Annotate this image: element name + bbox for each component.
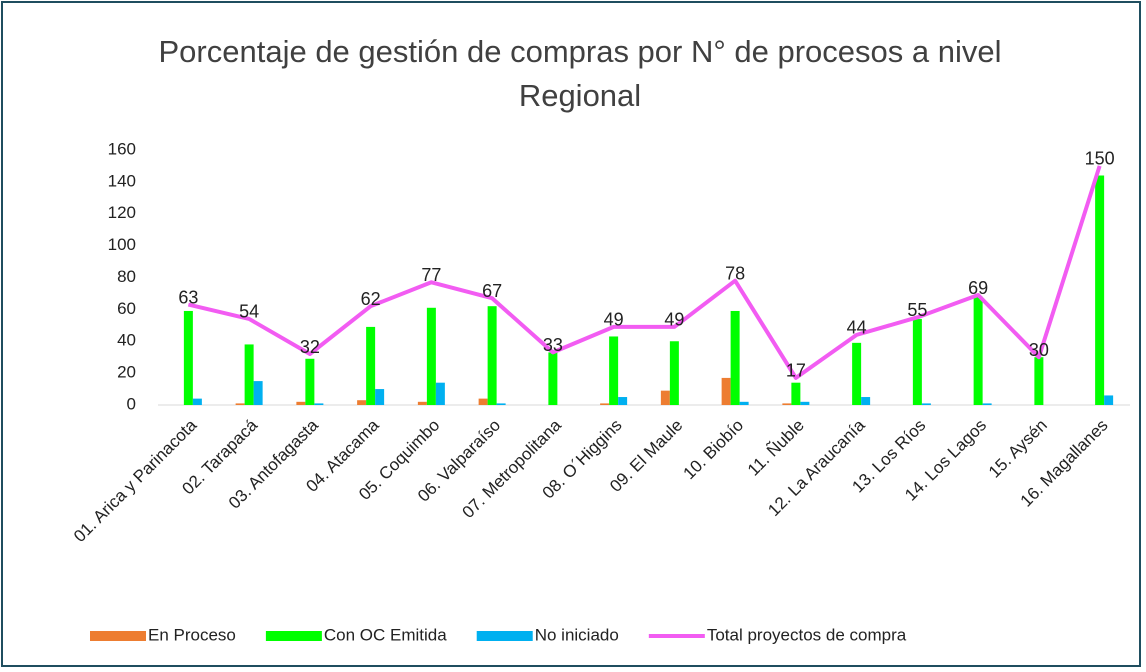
- bar: [305, 358, 315, 405]
- legend-label: En Proceso: [148, 625, 236, 644]
- bar: [618, 397, 628, 405]
- data-label: 78: [725, 263, 745, 283]
- data-label: 32: [300, 337, 320, 357]
- data-label: 44: [847, 318, 867, 338]
- legend-label: No iniciado: [535, 625, 619, 644]
- legend-swatch: [265, 631, 322, 641]
- data-label: 49: [604, 310, 624, 330]
- bar: [660, 390, 670, 405]
- x-tick-label: 10. Biobío: [680, 416, 748, 484]
- bar: [982, 403, 992, 405]
- data-label: 62: [361, 289, 381, 309]
- data-label: 150: [1085, 149, 1115, 169]
- legend-label: Con OC Emitida: [324, 625, 447, 644]
- bar: [1104, 395, 1114, 405]
- bar: [183, 310, 193, 405]
- y-tick-label: 120: [108, 203, 136, 222]
- data-label: 69: [968, 278, 988, 298]
- y-tick-label: 60: [117, 299, 136, 318]
- x-tick-label: 01. Arica y Parinacota: [70, 415, 201, 546]
- bar: [609, 336, 619, 405]
- y-tick-label: 100: [108, 235, 136, 254]
- data-label: 54: [239, 302, 259, 322]
- bar: [912, 318, 922, 405]
- bar: [800, 401, 810, 405]
- data-label: 55: [907, 300, 927, 320]
- bar: [235, 403, 245, 405]
- bar: [721, 377, 731, 405]
- bar: [921, 403, 931, 405]
- bar: [861, 397, 871, 405]
- bar: [478, 398, 488, 405]
- bar: [375, 389, 385, 405]
- data-label: 33: [543, 335, 563, 355]
- data-label: 17: [786, 361, 806, 381]
- bar: [739, 401, 749, 405]
- bar: [730, 310, 740, 405]
- bar: [253, 381, 263, 405]
- bar: [600, 403, 610, 405]
- bar: [1095, 175, 1105, 405]
- bar: [357, 400, 367, 405]
- bar: [669, 341, 679, 405]
- chart-title: Porcentaje de gestión de compras por N° …: [158, 34, 1002, 113]
- bar: [487, 306, 497, 405]
- bar: [1034, 357, 1044, 405]
- bar: [314, 403, 324, 405]
- bar: [417, 401, 427, 405]
- data-label: 67: [482, 281, 502, 301]
- x-tick-label: 11. Ñuble: [744, 416, 808, 480]
- bar: [296, 401, 306, 405]
- data-label: 30: [1029, 340, 1049, 360]
- line: [187, 165, 1102, 380]
- bar: [496, 403, 506, 405]
- bar: [782, 403, 792, 405]
- bar: [548, 352, 558, 405]
- bar: [973, 296, 983, 405]
- bar: [791, 382, 801, 405]
- data-label: 77: [421, 265, 441, 285]
- legend-swatch: [476, 631, 533, 641]
- legend-label: Total proyectos de compra: [707, 625, 907, 644]
- y-tick-label: 160: [108, 139, 136, 158]
- bar: [852, 342, 862, 405]
- bar: [366, 326, 376, 405]
- bar: [435, 382, 445, 405]
- y-tick-label: 140: [108, 171, 136, 190]
- y-tick-label: 0: [127, 394, 136, 413]
- bar: [244, 344, 254, 405]
- bar: [426, 307, 436, 405]
- bar: [192, 398, 202, 405]
- data-label: 49: [664, 310, 684, 330]
- y-tick-label: 80: [117, 267, 136, 286]
- legend-swatch: [90, 631, 146, 641]
- data-label: 63: [178, 287, 198, 307]
- y-tick-label: 40: [117, 331, 136, 350]
- y-tick-label: 20: [117, 363, 136, 382]
